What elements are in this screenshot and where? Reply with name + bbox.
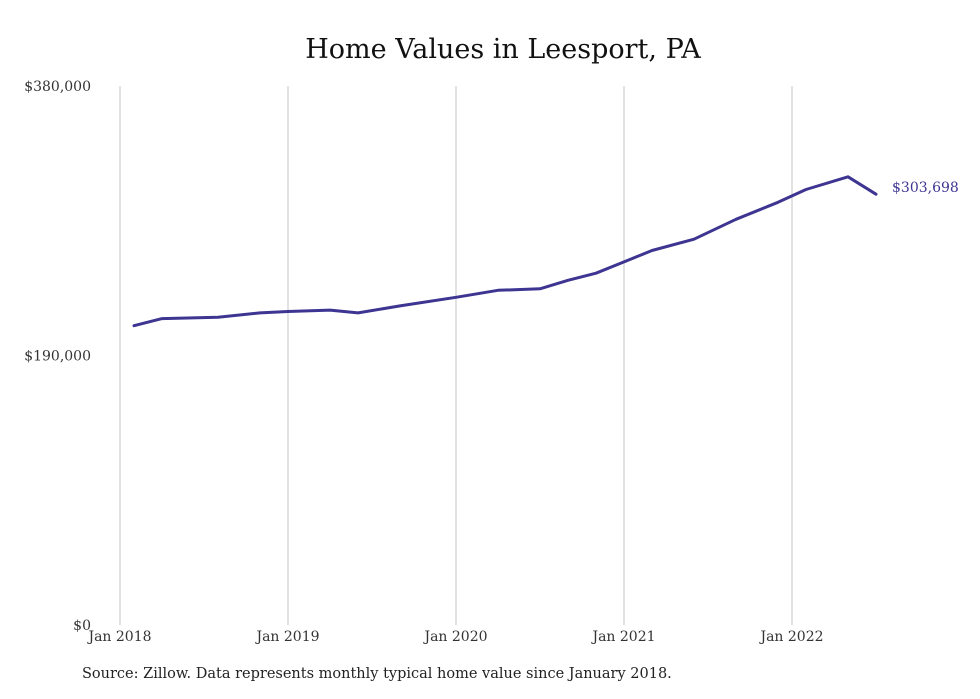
end-value-label: $303,698 [892, 180, 959, 196]
y-tick-label: $380,000 [24, 79, 91, 95]
x-tick-label: Jan 2022 [758, 629, 823, 645]
y-tick-label: $190,000 [24, 349, 91, 365]
source-note: Source: Zillow. Data represents monthly … [82, 666, 672, 682]
x-tick-label: Jan 2020 [422, 629, 487, 645]
grid-lines [119, 86, 793, 625]
x-tick-label: Jan 2018 [86, 629, 151, 645]
series-line [132, 175, 878, 328]
y-tick-label: $0 [73, 618, 91, 634]
y-axis-ticks: $0 $190,000 $380,000 [24, 79, 91, 634]
x-tick-label: Jan 2019 [254, 629, 319, 645]
x-axis-ticks: Jan 2018 Jan 2019 Jan 2020 Jan 2021 Jan 2022 [86, 629, 823, 645]
x-tick-label: Jan 2021 [590, 629, 655, 645]
chart-title: Home Values in Leesport, PA [305, 34, 701, 65]
